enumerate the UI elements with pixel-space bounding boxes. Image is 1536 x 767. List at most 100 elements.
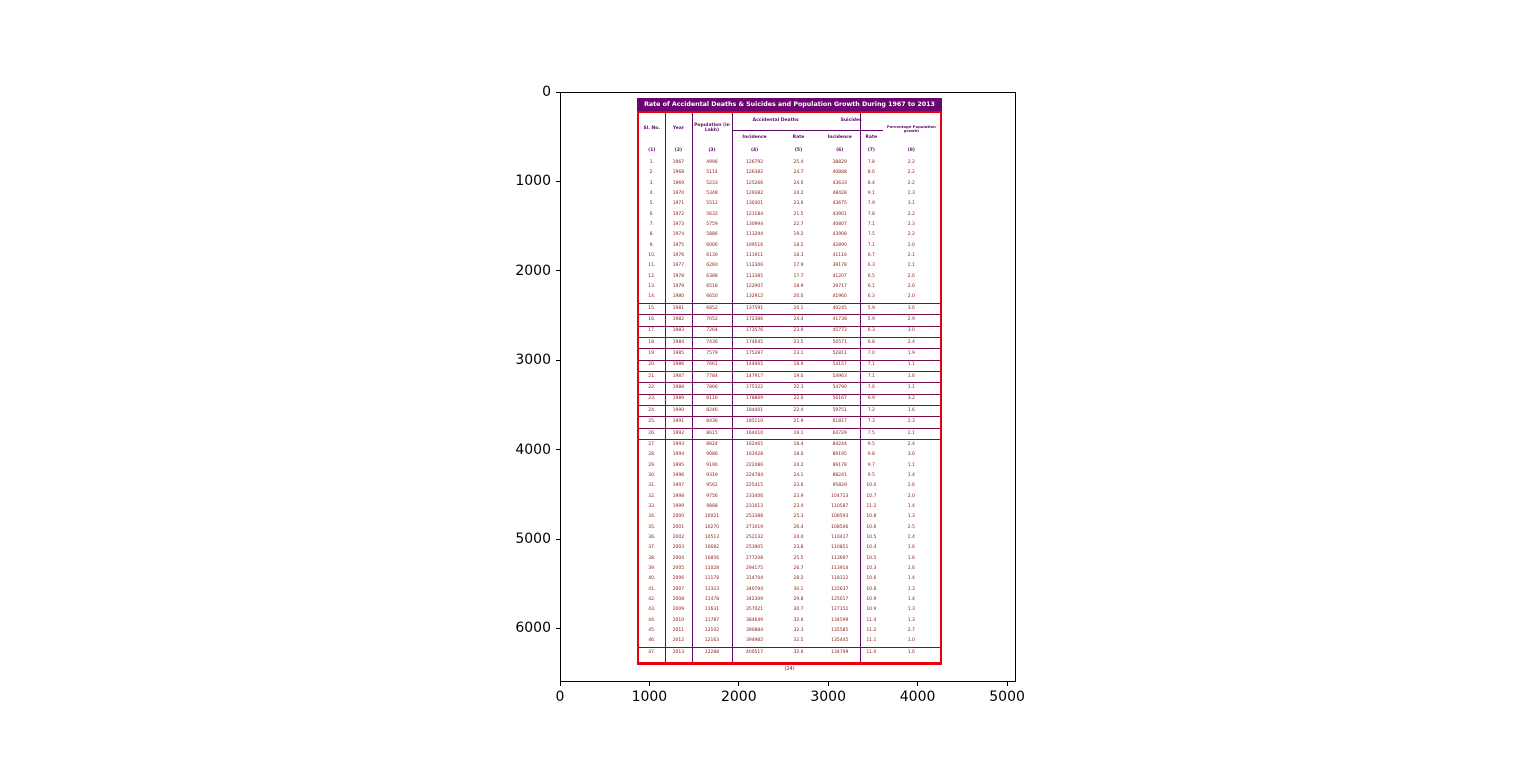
table-cell: 2013 bbox=[672, 649, 685, 655]
table-cell: 24.1 bbox=[793, 472, 804, 478]
table-cell: 54790 bbox=[832, 385, 847, 391]
table-cell: 10. bbox=[648, 253, 656, 259]
table-cell: 11631 bbox=[704, 607, 720, 613]
table-row: 33. 1999 9888 231013 23.4 110587 11.2 1.4 bbox=[639, 502, 940, 512]
table-cell: 11.2 bbox=[866, 503, 877, 509]
table-cell: 3.0 bbox=[907, 305, 915, 311]
table-cell: 340794 bbox=[745, 586, 764, 592]
table-cell: 175322 bbox=[745, 385, 764, 391]
table-row: 41. 2007 11323 340794 30.1 122637 10.8 1.3 bbox=[639, 585, 940, 595]
table-cell: 17.9 bbox=[793, 263, 804, 269]
y-tick-label: 6000 bbox=[515, 620, 551, 637]
header-sui-rate: Rate bbox=[865, 134, 878, 140]
header-col-number: (4) bbox=[750, 147, 759, 153]
table-cell: 36. bbox=[648, 534, 656, 540]
table-cell: 54157 bbox=[832, 362, 847, 368]
table-cell: 20.0 bbox=[793, 294, 804, 300]
table-cell: 39. bbox=[648, 565, 656, 571]
table-cell: 32.3 bbox=[793, 628, 804, 634]
table-cell: 1996 bbox=[672, 472, 685, 478]
table-cell: 1.1 bbox=[907, 462, 915, 468]
table-cell: 9086 bbox=[706, 452, 718, 458]
table-cell: 2.2 bbox=[907, 170, 915, 176]
table-cell: 6.3 bbox=[867, 263, 875, 269]
table-cell: 42. bbox=[648, 597, 656, 603]
table-cell: 26.7 bbox=[793, 565, 804, 571]
table-cell: 7.2 bbox=[867, 407, 875, 413]
table-row: 42. 2008 11478 342309 29.8 125017 10.9 1.4 bbox=[639, 595, 940, 605]
table-cell: 6.7 bbox=[867, 253, 875, 259]
table-row: 5. 1971 5512 130301 23.6 43675 7.9 3.1 bbox=[639, 199, 940, 209]
table-cell: 113385 bbox=[745, 273, 764, 279]
table-cell: 271019 bbox=[745, 524, 764, 530]
table-cell: 134599 bbox=[831, 617, 849, 623]
table-cell: 1976 bbox=[672, 253, 685, 259]
table-cell: 40888 bbox=[832, 170, 847, 176]
table-cell: 25.4 bbox=[793, 159, 804, 165]
table-cell: 19.1 bbox=[793, 430, 804, 436]
table-cell: 2001 bbox=[672, 524, 685, 530]
table-cell: 43633 bbox=[832, 180, 847, 186]
table-row: 43. 2009 11631 357021 30.7 127151 10.9 1.3 bbox=[639, 605, 940, 615]
table-cell: 1974 bbox=[672, 232, 685, 238]
table-cell: 32.6 bbox=[793, 617, 804, 623]
table-cell: 43901 bbox=[832, 211, 847, 217]
table-cell: 9319 bbox=[706, 472, 718, 478]
table-cell: 32. bbox=[648, 493, 656, 499]
table-row: 17. 1983 7264 173576 23.9 45772 6.3 3.0 bbox=[639, 325, 940, 337]
table-cell: 34. bbox=[648, 514, 656, 520]
table-cell: 10856 bbox=[704, 555, 720, 561]
table-cell: 18. bbox=[648, 339, 656, 345]
y-tick-mark bbox=[556, 538, 560, 540]
table-cell: 130994 bbox=[745, 221, 764, 227]
table-row: 7. 1973 5759 130994 22.7 40807 7.1 2.3 bbox=[639, 220, 940, 230]
table-cell: 1978 bbox=[672, 273, 685, 279]
table-cell: 24. bbox=[648, 407, 656, 413]
table-cell: 6650 bbox=[706, 294, 718, 300]
table-cell: 110851 bbox=[831, 545, 849, 551]
table-cell: 1992 bbox=[672, 430, 685, 436]
table-cell: 1.1 bbox=[907, 362, 915, 368]
table-cell: 22.7 bbox=[793, 221, 804, 227]
header-sui-incidence: Incidence bbox=[827, 134, 852, 140]
table-cell: 1.0 bbox=[907, 649, 915, 655]
table-cell: 8824 bbox=[706, 441, 718, 447]
table-cell: 10.6 bbox=[866, 524, 877, 530]
table-row: 37. 2003 10682 253905 23.8 110851 10.4 1.6 bbox=[639, 543, 940, 553]
table-cell: 1981 bbox=[672, 305, 685, 311]
table-cell: 10.3 bbox=[866, 565, 877, 571]
table-cell: 2.4 bbox=[907, 441, 915, 447]
table-cell: 10.7 bbox=[866, 493, 877, 499]
table-cell: 8.4 bbox=[867, 180, 875, 186]
table-row: 29. 1995 9190 222486 24.2 89178 9.7 1.1 bbox=[639, 461, 940, 471]
table-cell: 113914 bbox=[831, 565, 849, 571]
table-cell: 29.8 bbox=[793, 597, 804, 603]
table-cell: 253388 bbox=[745, 514, 764, 520]
table-cell: 47. bbox=[648, 649, 656, 655]
y-tick-mark bbox=[556, 627, 560, 629]
table-cell: 18.0 bbox=[793, 452, 804, 458]
table-cell: 2.0 bbox=[907, 493, 915, 499]
table-cell: 7.5 bbox=[867, 232, 875, 238]
table-cell: 7784 bbox=[706, 373, 718, 379]
table-caption: (24) bbox=[784, 666, 795, 672]
table-cell: 26.4 bbox=[793, 524, 804, 530]
table-cell: 7866 bbox=[706, 385, 718, 391]
table-cell: 122637 bbox=[831, 586, 849, 592]
table-cell: 1.3 bbox=[907, 607, 915, 613]
table-row: 26. 1992 8615 164410 19.1 64729 7.5 2.1 bbox=[639, 427, 940, 439]
table-cell: 6006 bbox=[706, 242, 718, 248]
table-cell: 125266 bbox=[745, 180, 764, 186]
table-row: 22. 1988 7866 175322 22.3 54790 7.0 1.1 bbox=[639, 382, 940, 393]
table-cell: 25. bbox=[648, 419, 656, 425]
table-cell: 6.5 bbox=[867, 273, 875, 279]
table-cell: 8.0 bbox=[867, 170, 875, 176]
table-cell: 11323 bbox=[704, 586, 720, 592]
table-cell: 6388 bbox=[706, 273, 718, 279]
table-cell: 18.9 bbox=[793, 362, 804, 368]
table-cell: 5348 bbox=[706, 190, 718, 196]
table-row: 9. 1975 6006 109516 18.2 42890 7.1 2.0 bbox=[639, 241, 940, 251]
table-cell: 2.2 bbox=[907, 180, 915, 186]
header-col-number: (5) bbox=[794, 147, 803, 153]
table-cell: 110417 bbox=[831, 534, 849, 540]
